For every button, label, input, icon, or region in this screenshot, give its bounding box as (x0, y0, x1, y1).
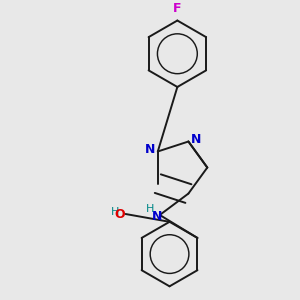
Text: N: N (191, 133, 201, 146)
Text: H: H (146, 204, 154, 214)
Text: N: N (145, 143, 155, 156)
Text: F: F (173, 2, 182, 15)
Text: H: H (111, 207, 120, 217)
Text: N: N (152, 210, 162, 224)
Text: O: O (114, 208, 124, 221)
